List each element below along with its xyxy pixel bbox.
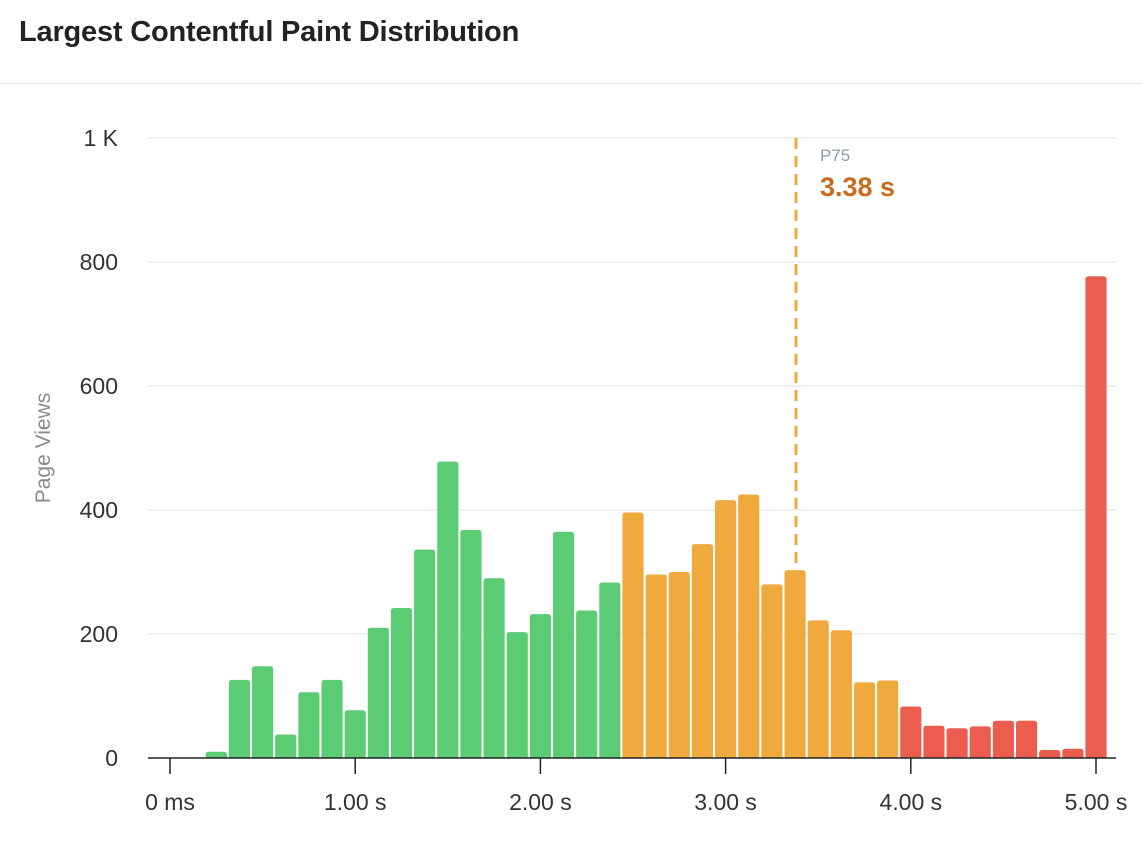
- p75-marker-value: 3.38 s: [820, 172, 895, 202]
- y-tick-label: 400: [80, 497, 118, 523]
- p75-marker: P75 3.38 s: [794, 138, 895, 568]
- x-tick-label: 1.00 s: [324, 789, 387, 815]
- histogram-bar[interactable]: [969, 726, 991, 758]
- histogram-bar[interactable]: [576, 610, 598, 758]
- y-tick-label: 0: [105, 745, 118, 771]
- chart-header: Largest Contentful Paint Distribution: [0, 0, 1142, 84]
- y-tick-label: 200: [80, 621, 118, 647]
- histogram-bar[interactable]: [668, 572, 690, 758]
- histogram-bar[interactable]: [645, 574, 667, 758]
- histogram-bar[interactable]: [321, 679, 343, 758]
- x-tick-label: 2.00 s: [509, 789, 572, 815]
- histogram-bar[interactable]: [1039, 749, 1061, 758]
- chart-title: Largest Contentful Paint Distribution: [19, 16, 520, 48]
- p75-marker-label: P75: [820, 146, 850, 165]
- histogram-bar[interactable]: [205, 751, 227, 758]
- histogram-bar[interactable]: [1062, 748, 1084, 758]
- bar-series: [205, 276, 1107, 759]
- histogram-bar[interactable]: [344, 710, 366, 758]
- histogram-bar[interactable]: [992, 720, 1014, 758]
- histogram-bar[interactable]: [390, 607, 413, 758]
- y-tick-label: 800: [80, 249, 118, 275]
- histogram-bar[interactable]: [1085, 276, 1107, 758]
- histogram-bar[interactable]: [599, 582, 621, 758]
- x-tick-label: 5.00 s: [1065, 789, 1128, 815]
- histogram-bar[interactable]: [298, 692, 320, 758]
- histogram-bar[interactable]: [900, 706, 922, 758]
- histogram-bar[interactable]: [1015, 720, 1038, 758]
- histogram-bar[interactable]: [529, 614, 551, 758]
- histogram-bar[interactable]: [853, 682, 876, 758]
- histogram-bar[interactable]: [784, 570, 806, 758]
- x-tick-label: 3.00 s: [694, 789, 757, 815]
- histogram-bar[interactable]: [715, 500, 737, 758]
- histogram-bar[interactable]: [252, 666, 274, 758]
- histogram-bar[interactable]: [807, 620, 829, 758]
- histogram-bar[interactable]: [946, 728, 968, 758]
- histogram-bar[interactable]: [414, 549, 436, 758]
- x-tick-label: 4.00 s: [879, 789, 942, 815]
- histogram-bar[interactable]: [877, 680, 899, 759]
- histogram-bar[interactable]: [506, 632, 528, 758]
- y-axis-title: Page Views: [32, 393, 55, 504]
- histogram-bar[interactable]: [367, 627, 389, 758]
- histogram-bar[interactable]: [483, 578, 505, 758]
- histogram-bar[interactable]: [275, 734, 297, 758]
- y-tick-label: 1 K: [83, 125, 118, 151]
- histogram-bar[interactable]: [830, 630, 852, 758]
- histogram-bar[interactable]: [228, 679, 251, 758]
- histogram-bar[interactable]: [761, 584, 783, 758]
- histogram-bar[interactable]: [923, 725, 945, 758]
- histogram-bar[interactable]: [738, 494, 760, 759]
- histogram-bar[interactable]: [622, 512, 644, 758]
- histogram-bar[interactable]: [691, 544, 714, 758]
- histogram-bar[interactable]: [460, 529, 482, 758]
- histogram-bar[interactable]: [437, 461, 459, 758]
- histogram-bar[interactable]: [552, 531, 575, 758]
- x-tick-label: 0 ms: [145, 789, 195, 815]
- axes: 0 200 400 600 800 1 K Page Views 0 ms 1.00 s 2.00…: [32, 125, 1127, 815]
- y-tick-label: 600: [80, 373, 118, 399]
